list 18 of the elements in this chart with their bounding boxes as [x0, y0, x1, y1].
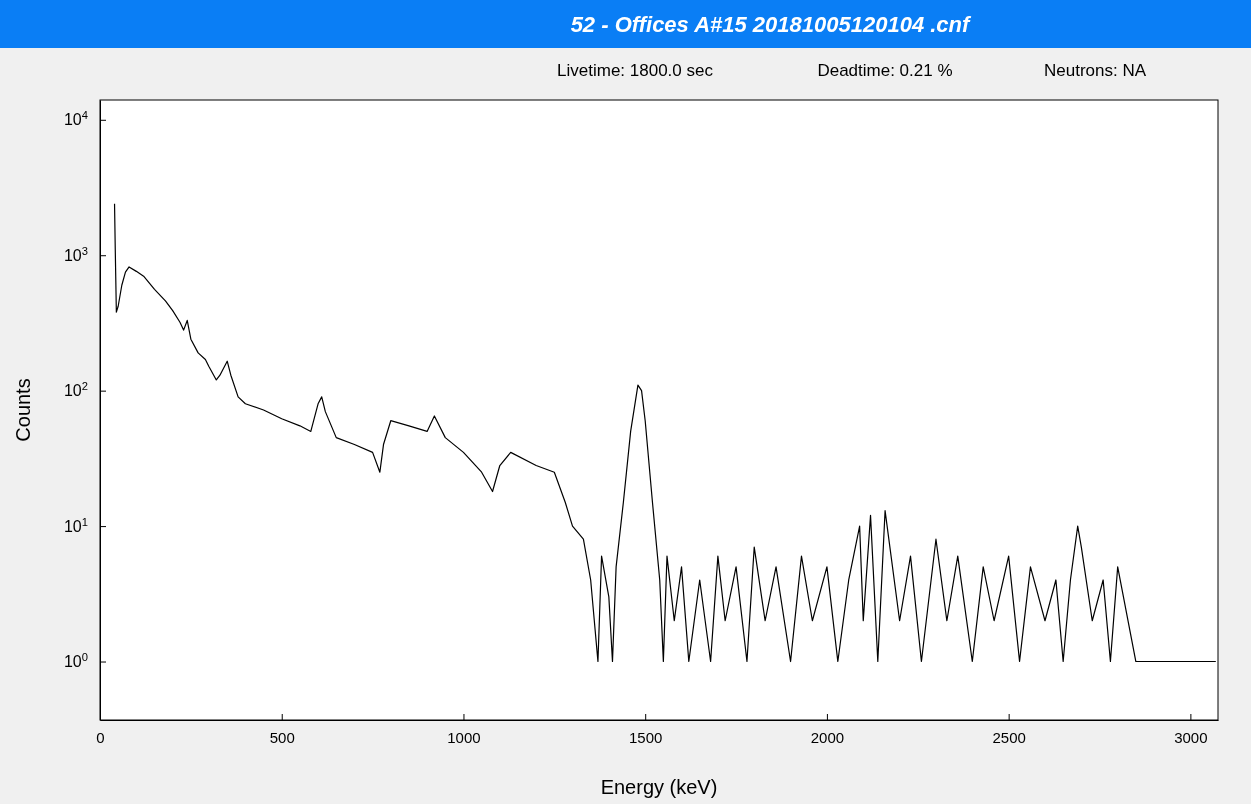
x-tick-label: 2000 — [810, 728, 845, 746]
y-tick-label: 10$^{0}$ — [63, 651, 88, 671]
x-tick-label: 2500 — [992, 728, 1026, 746]
x-axis-title: Energy (keV) — [600, 776, 718, 798]
text: Neutrons: NA — [1043, 61, 1147, 80]
x-tick-label: 0 — [96, 728, 105, 746]
y-tick-label: 10$^{2}$ — [63, 380, 88, 400]
x-tick-label: 1000 — [447, 728, 481, 746]
text: Livetime: 1800.0 sec — [557, 61, 714, 80]
x-tick-label: 1500 — [629, 728, 663, 746]
y-tick-label: 10$^{4}$ — [63, 109, 88, 129]
y-tick-label: 10$^{3}$ — [63, 244, 88, 264]
y-axis-title: Counts — [12, 378, 34, 442]
y-tick-label: 10$^{1}$ — [63, 515, 88, 535]
text: Deadtime: 0.21 % — [817, 61, 953, 80]
x-tick-label: 500 — [269, 728, 295, 746]
x-tick-label: 3000 — [1174, 728, 1208, 746]
chart-title: 52 - Offices A#15 20181005120104 .cnf — [570, 12, 973, 37]
